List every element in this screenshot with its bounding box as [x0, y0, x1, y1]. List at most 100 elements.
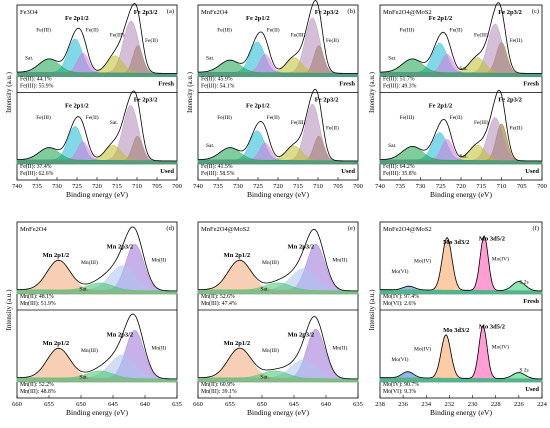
peak-label: Fe(II): [326, 37, 339, 44]
peak-label: Mn 2p1/2: [224, 252, 251, 259]
panel-letter: (c): [532, 8, 539, 15]
peak-label: Fe(III): [474, 32, 489, 39]
peak-label: Fe 2p3/2: [134, 96, 158, 103]
peak-label: Fe 2p1/2: [65, 15, 89, 22]
sample-name: MnFe2O4@MoS2: [383, 9, 432, 16]
peak-label: Mn(II): [151, 345, 166, 352]
x-tick-label: 700: [537, 183, 547, 190]
x-tick-label: 725: [253, 183, 263, 190]
x-tick-label: 236: [398, 401, 409, 408]
peak-label: Fe(III): [399, 26, 414, 33]
x-tick-label: 710: [313, 183, 323, 190]
panel-letter: (e): [348, 225, 355, 232]
x-tick-label: 740: [375, 183, 385, 190]
x-tick-label: 715: [476, 183, 486, 190]
panel-d: 660 655 650 645 640 635 Binding energy (eV) Int…: [5, 221, 182, 417]
peak-label: Fe 2p3/2: [498, 96, 522, 103]
peak-label: Mo(IV): [414, 345, 431, 352]
ratio-text: Fe(III): 55.9%: [20, 83, 54, 90]
x-tick-label: 720: [456, 183, 466, 190]
x-tick-label: 725: [72, 183, 82, 190]
ratio-text: Mn(II): 60.9%: [201, 381, 235, 388]
y-axis-label: Intensity (a.u.): [5, 71, 13, 113]
ratio-text: Mn(III): 39.1%: [201, 388, 237, 395]
panel-a: 740 735 730 725 720 715 710 705 700 Binding energ…: [5, 2, 182, 199]
sample-name: MnFe2O4: [201, 9, 228, 16]
x-tick-label: 640: [140, 401, 150, 408]
envelope-line: [17, 313, 178, 380]
peak-label: Fe(II): [510, 37, 523, 44]
peak-label: Fe(II): [450, 26, 463, 33]
peak-label: Fe(III): [36, 26, 51, 33]
peak-label: Sat.: [459, 153, 468, 159]
x-axis-label: Binding energy (eV): [247, 190, 309, 199]
state-label: Fresh: [523, 298, 539, 305]
peak-label: Fe(II): [86, 26, 99, 33]
peak-label: Mn 2p3/2: [107, 331, 134, 338]
peak-fe-2p1-2-sat-: [197, 147, 359, 165]
peak-label: Fe(II): [267, 114, 280, 121]
peak-label: Fe(III): [474, 119, 489, 126]
peak-label: Mn(III): [262, 347, 279, 354]
state-label: Fresh: [339, 81, 355, 88]
peak-label: Mo 3d3/2: [443, 327, 469, 334]
peak-label: Mn(II): [151, 257, 166, 264]
x-tick-label: 660: [193, 401, 203, 408]
y-axis-label: Intensity (a.u.): [368, 289, 376, 331]
ratio-text: Fe(II): 51.7%: [383, 76, 415, 83]
envelope-line: [198, 0, 358, 74]
ratio-text: Mo(VI): 2.6%: [383, 300, 416, 307]
peak-label: Fe 2p1/2: [429, 15, 453, 22]
x-tick-label: 730: [233, 183, 243, 190]
peak-label: Sat.: [206, 55, 215, 61]
envelope-line: [17, 226, 178, 292]
peak-sat-: [16, 370, 178, 383]
peak-label: Fe(III): [217, 26, 232, 33]
peak-label: Sat.: [260, 375, 269, 381]
y-axis-label: Intensity (a.u.): [5, 289, 13, 331]
envelope-line: [380, 2, 542, 74]
peak-label: Fe(III): [291, 119, 306, 126]
x-tick-label: 740: [193, 183, 203, 190]
envelope-line: [380, 235, 542, 292]
y-axis-label: Intensity (a.u.): [368, 71, 376, 113]
peak-label: Fe(III): [110, 32, 125, 39]
x-axis-label: Binding energy (eV): [66, 408, 128, 417]
envelope-line: [380, 89, 542, 162]
x-tick-label: 650: [76, 401, 86, 408]
ratio-text: Mn(III): 48.8%: [20, 388, 56, 395]
peak-label: Fe 2p1/2: [429, 102, 453, 109]
x-tick-label: 735: [32, 183, 42, 190]
peak-label: Fe 2p1/2: [65, 102, 89, 109]
peak-label: Mn 2p3/2: [288, 331, 315, 338]
ratio-text: Mo(VI): 9.3%: [383, 388, 416, 395]
panel-c: 740 735 730 725 720 715 710 705 700 Binding energ…: [368, 2, 547, 199]
peak-label: Sat.: [79, 375, 88, 381]
state-label: Fresh: [158, 81, 174, 88]
x-tick-label: 635: [353, 401, 363, 408]
x-tick-label: 705: [152, 183, 162, 190]
ratio-text: Fe(III): 35.8%: [383, 170, 417, 177]
x-tick-label: 720: [273, 183, 283, 190]
peak-sat-: [197, 282, 359, 295]
ratio-text: Fe(II): 44.1%: [20, 76, 52, 83]
peak-label: Mn 2p1/2: [43, 252, 70, 259]
peak-label: Sat.: [260, 287, 269, 293]
envelope-line: [198, 88, 358, 162]
x-tick-label: 735: [213, 183, 223, 190]
ratio-text: Mn(III): 51.9%: [20, 300, 56, 307]
envelope-line: [17, 2, 177, 74]
peak-label: Fe(II): [145, 37, 158, 44]
x-tick-label: 224: [537, 401, 548, 408]
state-label: Used: [525, 168, 539, 175]
x-tick-label: 226: [514, 401, 525, 408]
peak-fe-2p1-2-sat-: [16, 147, 178, 165]
ratio-text: Fe(III): 58.5%: [201, 170, 235, 177]
peak-label: Fe(III): [291, 32, 306, 39]
panel-letter: (f): [533, 225, 540, 232]
ratio-text: Fe(II): 45.9%: [201, 76, 233, 83]
envelope-line: [17, 90, 177, 162]
peak-label: Sat.: [79, 287, 88, 293]
